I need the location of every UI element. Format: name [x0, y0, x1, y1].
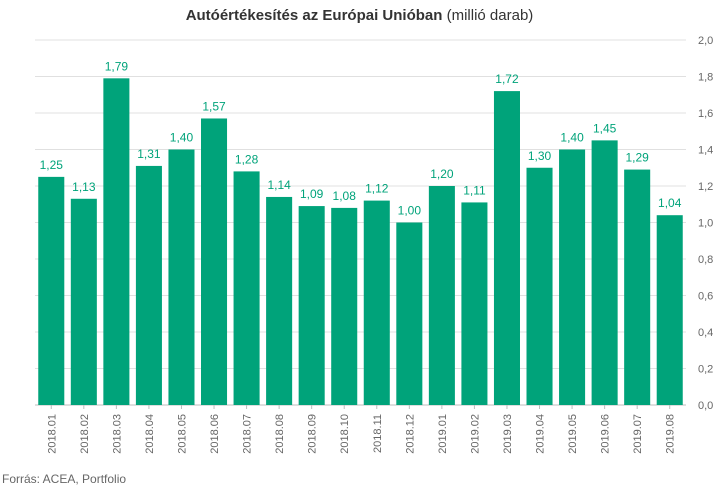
- x-tick-label: 2019.06: [600, 414, 612, 454]
- source-note: Forrás: ACEA, Portfolio: [2, 472, 127, 486]
- x-tick-label: 2018.10: [339, 414, 351, 454]
- y-tick-label: 1,4: [698, 145, 713, 157]
- y-tick-label: 0,6: [698, 291, 713, 303]
- y-tick-label: 0,2: [698, 364, 713, 376]
- data-label: 1,00: [398, 204, 422, 218]
- chart-title-line: Autóértékesítés az Európai Unióban (mill…: [0, 7, 719, 24]
- bar: [266, 196, 293, 405]
- bar: [396, 222, 423, 405]
- bar: [656, 215, 683, 405]
- x-tick-label: 2019.01: [437, 414, 449, 454]
- bar: [591, 140, 618, 405]
- data-label: 1,14: [267, 178, 291, 192]
- x-tick-label: 2018.01: [46, 414, 58, 454]
- bar: [233, 171, 260, 405]
- bar: [428, 186, 455, 405]
- bar: [624, 169, 651, 405]
- bar: [461, 202, 488, 405]
- data-label: 1,57: [202, 99, 226, 113]
- bar: [363, 200, 390, 405]
- data-label: 1,31: [137, 147, 161, 161]
- y-tick-label: 0,8: [698, 254, 713, 266]
- y-tick-label: 1,6: [698, 108, 713, 120]
- data-label: 1,79: [105, 59, 129, 73]
- data-label: 1,04: [658, 196, 682, 210]
- x-tick-label: 2018.05: [176, 414, 188, 454]
- y-tick-label: 0,0: [698, 400, 713, 412]
- bar: [38, 176, 65, 405]
- x-tick-label: 2018.11: [372, 414, 384, 453]
- bar: [559, 149, 586, 405]
- bar: [103, 78, 130, 405]
- x-tick-label: 2019.07: [632, 414, 644, 454]
- data-label: 1,28: [235, 152, 259, 166]
- y-tick-label: 2,0: [698, 35, 713, 47]
- bar: [70, 198, 97, 405]
- x-tick-label: 2018.12: [404, 414, 416, 454]
- x-tick-label: 2019.08: [665, 414, 677, 454]
- bar: [526, 167, 553, 405]
- bar: [298, 206, 325, 405]
- bar: [331, 207, 358, 405]
- data-label: 1,30: [528, 149, 552, 163]
- x-tick-label: 2018.06: [209, 414, 221, 454]
- bar: [168, 149, 195, 405]
- data-label: 1,25: [40, 158, 64, 172]
- y-tick-label: 1,0: [698, 218, 713, 230]
- y-tick-label: 0,4: [698, 327, 713, 339]
- bar: [201, 118, 228, 405]
- x-tick-label: 2018.02: [79, 414, 91, 454]
- data-label: 1,45: [593, 121, 617, 135]
- x-tick-label: 2019.03: [502, 414, 514, 454]
- data-label: 1,08: [333, 189, 357, 203]
- data-label: 1,09: [300, 187, 324, 201]
- y-tick-label: 1,8: [698, 72, 713, 84]
- x-tick-label: 2019.05: [567, 414, 579, 454]
- data-label: 1,12: [365, 182, 389, 196]
- x-tick-label: 2018.03: [111, 414, 123, 454]
- data-label: 1,40: [560, 131, 584, 145]
- x-tick-label: 2018.04: [144, 414, 156, 454]
- x-tick-label: 2018.07: [242, 414, 254, 454]
- data-label: 1,29: [625, 151, 649, 165]
- data-label: 1,72: [495, 72, 519, 86]
- chart-subtitle: (millió darab): [446, 7, 534, 24]
- chart-title: Autóértékesítés az Európai Unióban: [185, 7, 443, 24]
- x-tick-label: 2018.08: [274, 414, 286, 454]
- x-tick-label: 2018.09: [307, 414, 319, 454]
- bar: [135, 165, 162, 405]
- data-label: 1,11: [463, 183, 486, 197]
- x-tick-label: 2019.04: [535, 414, 547, 454]
- bar: [493, 91, 520, 405]
- data-label: 1,40: [170, 131, 194, 145]
- data-label: 1,20: [430, 167, 454, 181]
- y-tick-label: 1,2: [698, 181, 713, 193]
- data-label: 1,13: [72, 180, 96, 194]
- x-tick-label: 2019.02: [469, 414, 481, 454]
